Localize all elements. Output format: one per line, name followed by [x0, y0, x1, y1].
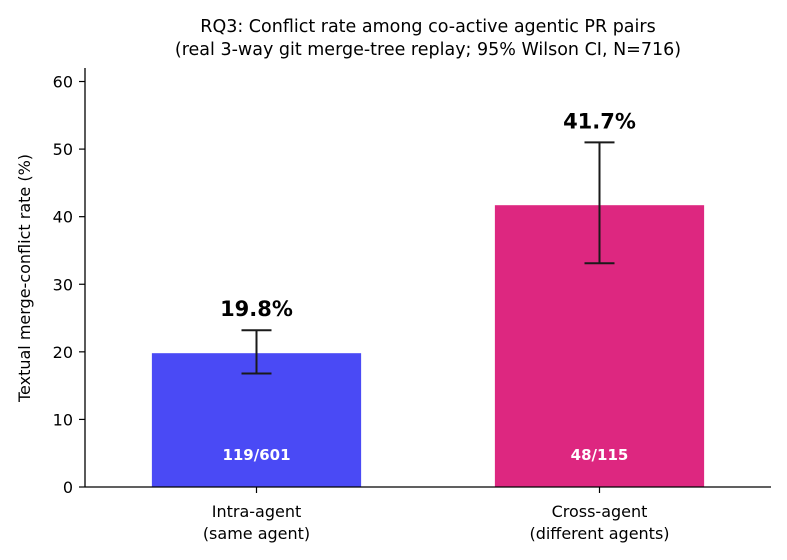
chart-marks: 0 10 20 30 40 50 60 19.8% 119/601 Intra-agent (sam…	[53, 73, 705, 543]
count-label: 48/115	[571, 446, 629, 464]
data-label: 41.7%	[563, 109, 636, 133]
x-tick-label-sub: (different agents)	[529, 524, 669, 543]
x-tick-label: Intra-agent	[212, 502, 302, 521]
y-tick-label: 20	[53, 343, 73, 362]
y-tick-label: 60	[53, 73, 73, 92]
count-label: 119/601	[222, 446, 290, 464]
y-axis-label: Textual merge-conflict rate (%)	[15, 154, 34, 403]
y-tick-label: 0	[63, 478, 73, 497]
data-label: 19.8%	[220, 297, 293, 321]
y-tick-label: 40	[53, 208, 73, 227]
bar	[151, 353, 362, 487]
y-tick-label: 10	[53, 410, 73, 429]
y-tick-label: 50	[53, 140, 73, 159]
x-tick-label-sub: (same agent)	[203, 524, 310, 543]
y-tick-label: 30	[53, 275, 73, 294]
chart-title-line2: (real 3-way git merge-tree replay; 95% W…	[175, 40, 681, 60]
x-tick-label: Cross-agent	[552, 502, 648, 521]
chart-title-line1: RQ3: Conflict rate among co-active agent…	[200, 17, 655, 37]
